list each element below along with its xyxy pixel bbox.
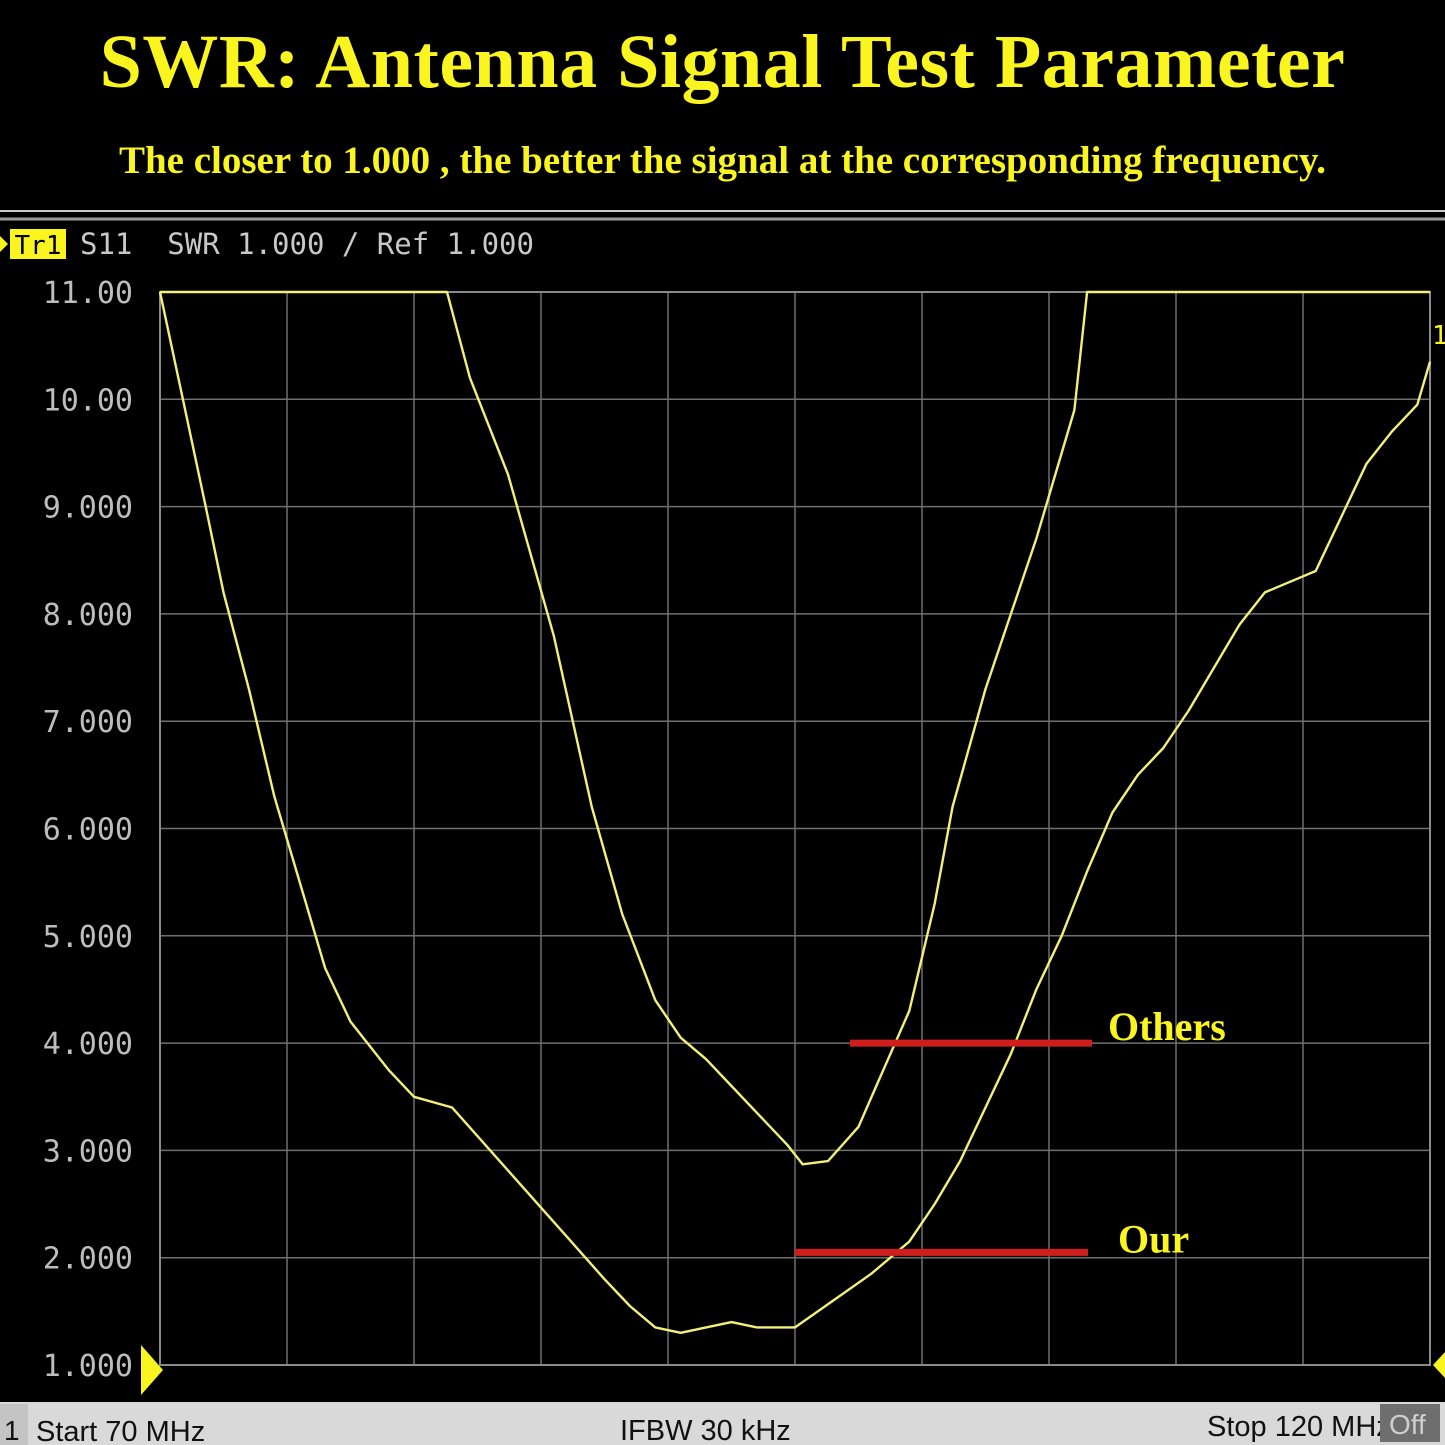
y-tick-label: 3.000: [43, 1134, 133, 1169]
reference-level-marker-right[interactable]: [1433, 1352, 1445, 1378]
plot-frame: [159, 291, 1431, 1366]
reference-level-marker-left[interactable]: [141, 1345, 163, 1395]
status-channel-box: [0, 1404, 28, 1445]
right-trace-marker: 1: [1432, 321, 1445, 351]
trace-badge[interactable]: Tr1: [15, 231, 62, 261]
our-label: Our: [1118, 1216, 1189, 1261]
status-bar: [0, 1402, 1445, 1445]
others-label: Others: [1108, 1004, 1226, 1049]
y-tick-label: 2.000: [43, 1242, 133, 1277]
status-stop-frequency[interactable]: Stop 120 MHz: [1207, 1411, 1391, 1443]
status-start-frequency[interactable]: Start 70 MHz: [36, 1416, 205, 1445]
y-tick-label: 6.000: [43, 813, 133, 848]
trace-header-text: S11 SWR 1.000 / Ref 1.000: [80, 227, 534, 261]
trace-badge-box[interactable]: [10, 229, 66, 259]
status-off-box[interactable]: [1380, 1404, 1440, 1442]
chart-title: SWR: Antenna Signal Test Parameter: [99, 20, 1346, 104]
chart-subtitle: The closer to 1.000 , the better the sig…: [118, 139, 1327, 182]
y-tick-label: 9.000: [43, 491, 133, 526]
y-tick-labels: 11.00 10.00 9.000 8.000 7.000 6.000 5.000 4.000…: [43, 276, 133, 1384]
y-tick-label: 7.000: [43, 705, 133, 740]
trace-pointer-icon: [0, 236, 8, 252]
y-tick-label: 5.000: [43, 920, 133, 955]
status-channel: 1: [4, 1415, 20, 1445]
status-ifbw[interactable]: IFBW 30 kHz: [620, 1415, 791, 1445]
y-tick-label: 8.000: [43, 598, 133, 633]
status-off[interactable]: Off: [1389, 1409, 1426, 1440]
y-tick-label: 1.000: [43, 1349, 133, 1384]
y-tick-label: 11.00: [43, 276, 133, 311]
grid: [159, 291, 1431, 1366]
y-tick-label: 4.000: [43, 1027, 133, 1062]
y-tick-label: 10.00: [43, 383, 133, 418]
plot-area: 11.00 10.00 9.000 8.000 7.000 6.000 5.000 4.000…: [43, 276, 1432, 1384]
series-line-others: [160, 290, 1430, 1166]
traces: [158, 290, 1432, 1335]
annotations: Others Our: [795, 1004, 1226, 1261]
series-line-our: [158, 291, 1432, 1335]
